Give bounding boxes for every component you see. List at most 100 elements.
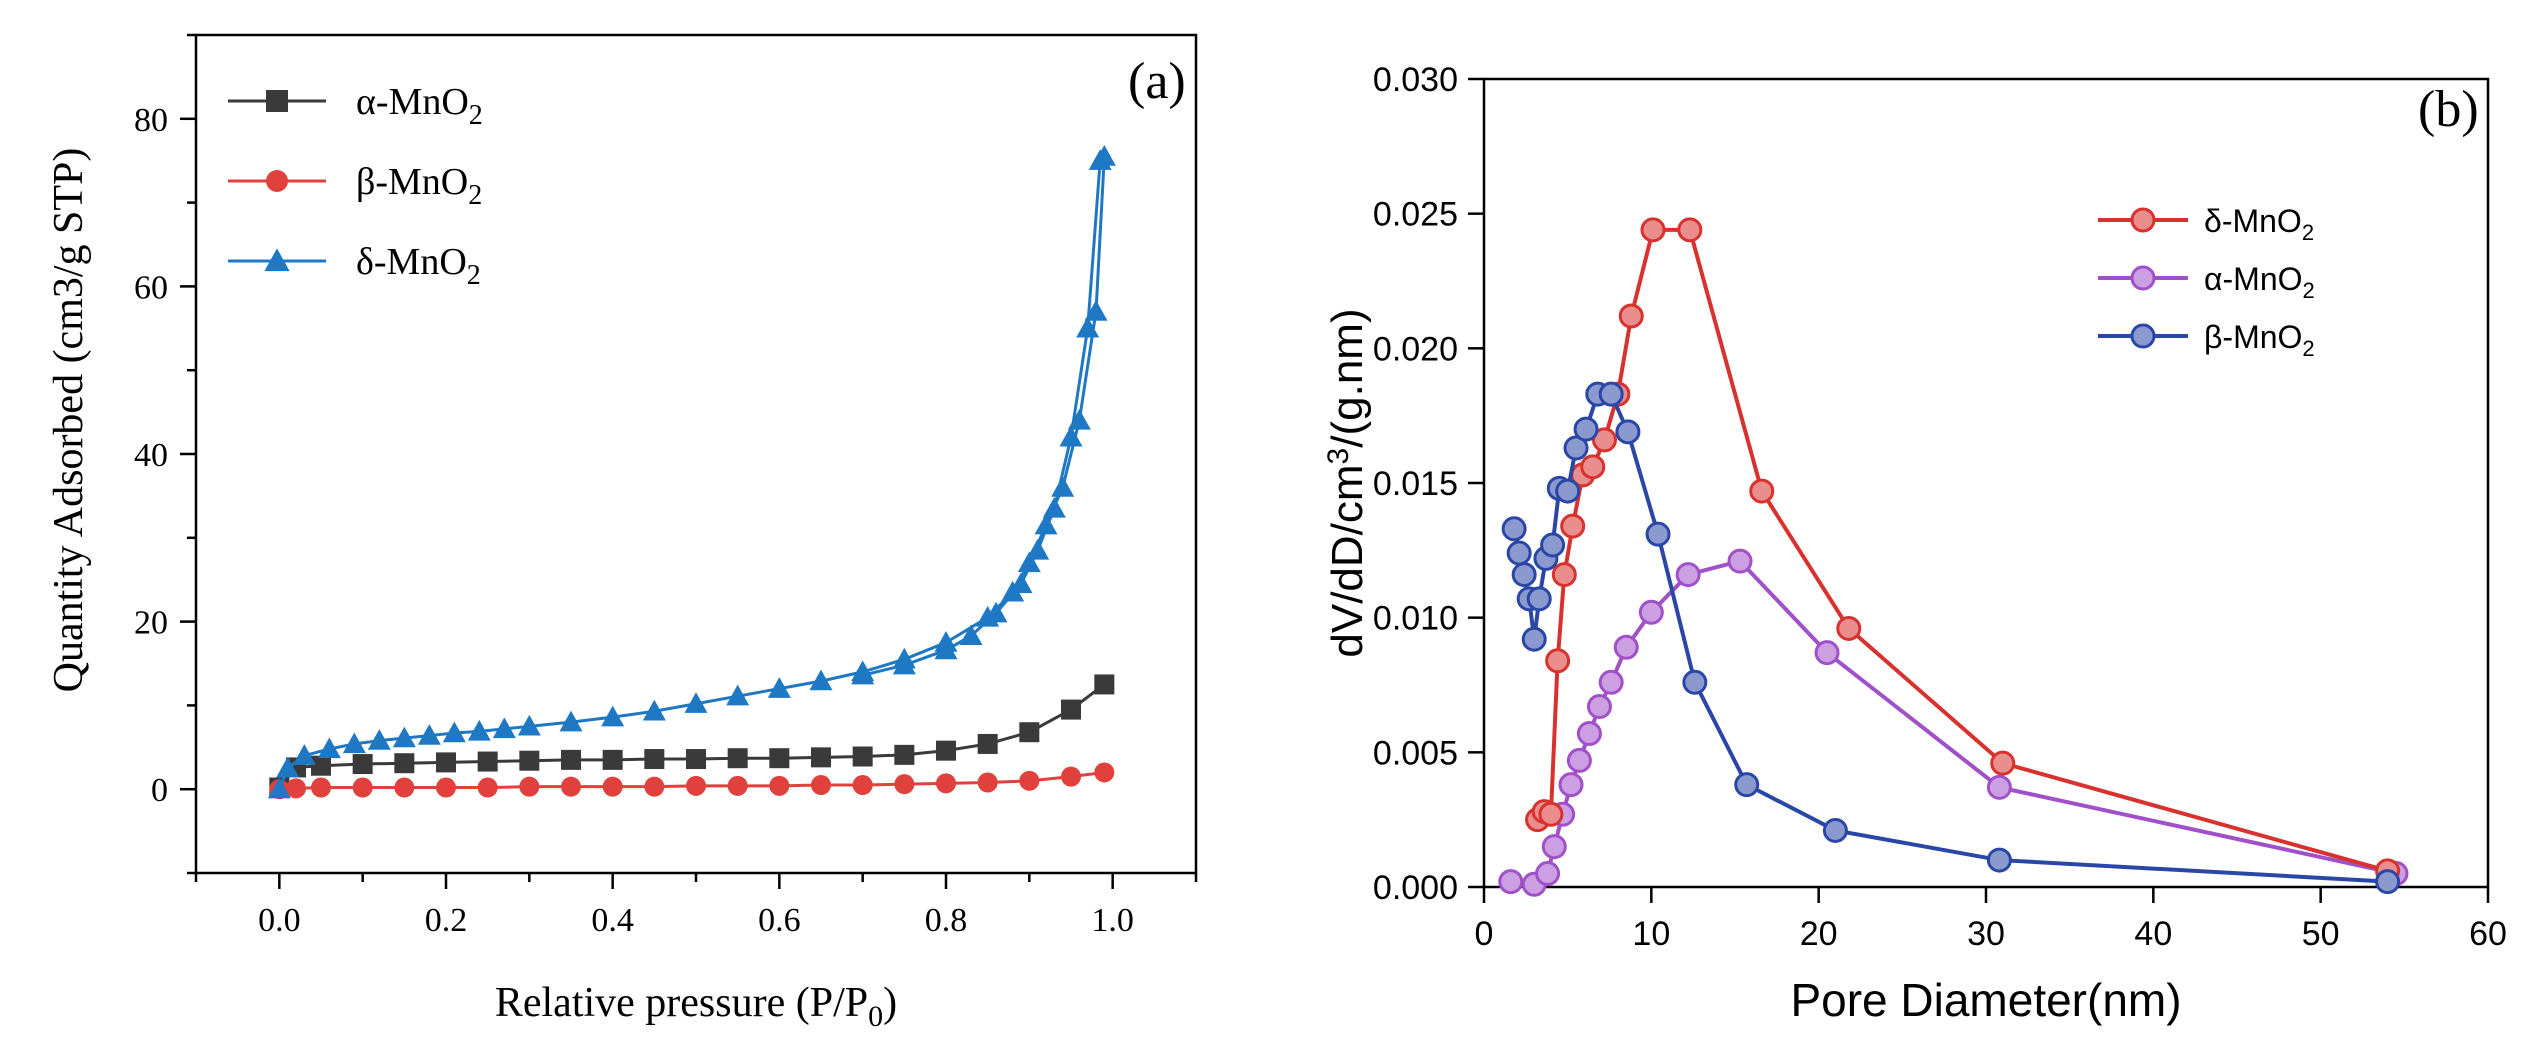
data-point-b	[1749, 478, 1775, 504]
data-point-a	[1061, 699, 1081, 720]
x-axis-title-a-end: )	[883, 980, 897, 1026]
y-tick-label-a: 60	[134, 269, 168, 306]
x-tick-label-b: 30	[1967, 915, 2005, 953]
data-point-b	[1814, 640, 1840, 666]
legend-marker-a	[266, 170, 288, 192]
data-point-a	[644, 776, 665, 797]
data-point-a	[769, 775, 790, 796]
data-point-b	[1986, 774, 2012, 800]
data-point-a	[342, 732, 366, 754]
data-point-a	[1026, 538, 1050, 560]
y-tick-label-b: 0.010	[1373, 600, 1458, 638]
legend-marker-a	[264, 248, 290, 272]
data-point-a	[1094, 762, 1115, 783]
x-tick-label-b: 60	[2469, 915, 2507, 953]
series-line-a	[278, 683, 1106, 789]
data-point-a	[417, 724, 441, 745]
data-point-b	[1580, 454, 1606, 480]
y-tick-label-a: 80	[134, 102, 168, 139]
y-axis-title-b-sup: 3	[1322, 448, 1355, 465]
x-tick-label-b: 50	[2302, 915, 2340, 953]
data-point-b	[1540, 532, 1566, 558]
data-point-a	[1034, 513, 1058, 535]
data-point-b	[1521, 626, 1547, 652]
legend-marker-b	[2130, 207, 2156, 233]
y-tick-label-a: 0	[151, 772, 168, 809]
data-point-a	[311, 777, 331, 798]
data-point-a	[467, 719, 491, 741]
data-point-b	[1618, 303, 1644, 329]
x-tick-label-a: 0.6	[758, 902, 801, 939]
data-point-b	[1566, 747, 1592, 773]
data-point-a	[352, 777, 373, 798]
data-point-b	[1563, 435, 1589, 461]
data-point-a	[1067, 408, 1091, 430]
data-point-b	[1640, 217, 1666, 243]
data-point-b	[1535, 861, 1561, 887]
data-point-a	[811, 747, 831, 768]
series-line-b	[1512, 392, 2388, 884]
data-point-b	[1675, 562, 1701, 588]
x-tick-label-a: 0.8	[925, 902, 968, 939]
data-point-a	[642, 699, 666, 721]
legend-label-b: α-MnO2	[2204, 261, 2315, 303]
data-point-a	[394, 753, 415, 774]
data-point-b	[2375, 869, 2401, 895]
x-axis-title-a: Relative pressure (P/P0)	[495, 980, 897, 1033]
legend-label-a: β-MnO2	[356, 161, 482, 211]
data-point-a	[894, 744, 915, 765]
data-point-a	[644, 749, 665, 770]
data-point-a	[1042, 496, 1066, 518]
series-b-1	[1498, 548, 2409, 897]
data-point-a	[1019, 770, 1040, 791]
series-b-2	[1501, 381, 2401, 895]
data-point-a	[959, 624, 983, 646]
data-point-a	[317, 737, 341, 759]
data-point-a	[286, 778, 306, 799]
data-point-a	[1084, 300, 1108, 321]
data-point-a	[519, 776, 540, 797]
x-tick-label-b: 10	[1632, 915, 1670, 953]
legend-label-a: δ-MnO2	[356, 241, 481, 291]
y-tick-label-b: 0.030	[1373, 61, 1458, 99]
data-point-b	[1538, 801, 1564, 827]
data-point-a	[727, 775, 748, 796]
legend-label-a: α-MnO2	[356, 81, 483, 131]
data-point-a	[1088, 149, 1112, 170]
data-point-b	[1506, 540, 1532, 566]
data-point-a	[769, 748, 790, 769]
data-point-a	[311, 755, 331, 776]
data-point-a	[559, 710, 583, 732]
chart-panel-a: 0.0 0.2 0.4 0.6 0.8 1.0 0 20 40 60 80 (a) Relative…	[46, 33, 1198, 1033]
data-point-a	[561, 749, 581, 770]
data-point-b	[1501, 516, 1527, 542]
data-point-a	[1051, 476, 1075, 497]
data-point-a	[936, 740, 956, 761]
axis-ticks-a	[180, 33, 1198, 889]
data-point-a	[851, 663, 875, 685]
data-point-a	[1019, 722, 1040, 743]
axis-tick-labels-b: 0 10 20 30 40 50 60 0.000 0.005 0.010 0.015 0.020 0.…	[1373, 61, 2507, 953]
data-point-a	[936, 773, 956, 794]
x-tick-label-a: 1.0	[1091, 902, 1134, 939]
x-axis-title-a-main: Relative pressure (P/P	[495, 980, 868, 1026]
series-a-1	[269, 762, 1115, 800]
data-point-a	[602, 776, 623, 797]
legend-marker-b	[2130, 323, 2156, 349]
data-point-b	[1551, 562, 1577, 588]
data-point-a	[442, 721, 466, 743]
data-point-b	[1498, 869, 1524, 895]
data-point-b	[1986, 847, 2012, 873]
plot-frame-b	[1482, 77, 2490, 889]
data-point-b	[1560, 513, 1586, 539]
chart-panel-b: 0 10 20 30 40 50 60 0.000 0.005 0.010 0.015 0.020 0.…	[1322, 61, 2507, 1026]
y-tick-label-b: 0.020	[1373, 330, 1458, 368]
data-point-a	[519, 750, 540, 771]
data-point-a	[977, 733, 998, 754]
data-point-b	[1511, 562, 1537, 588]
panel-label-b: (b)	[2418, 81, 2479, 138]
data-point-a	[1076, 316, 1100, 338]
data-point-b	[1734, 772, 1760, 798]
data-point-a	[684, 692, 708, 713]
